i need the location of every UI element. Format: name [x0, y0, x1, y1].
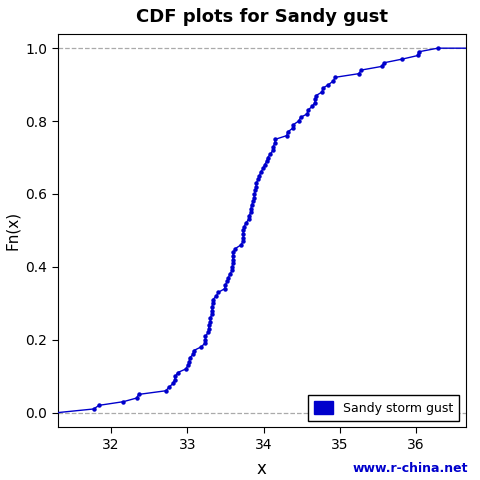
Y-axis label: Fn(x): Fn(x)	[5, 211, 20, 250]
Title: CDF plots for Sandy gust: CDF plots for Sandy gust	[136, 9, 388, 26]
Text: www.r-china.net: www.r-china.net	[352, 462, 468, 475]
Legend: Sandy storm gust: Sandy storm gust	[308, 395, 459, 421]
X-axis label: x: x	[257, 460, 266, 478]
